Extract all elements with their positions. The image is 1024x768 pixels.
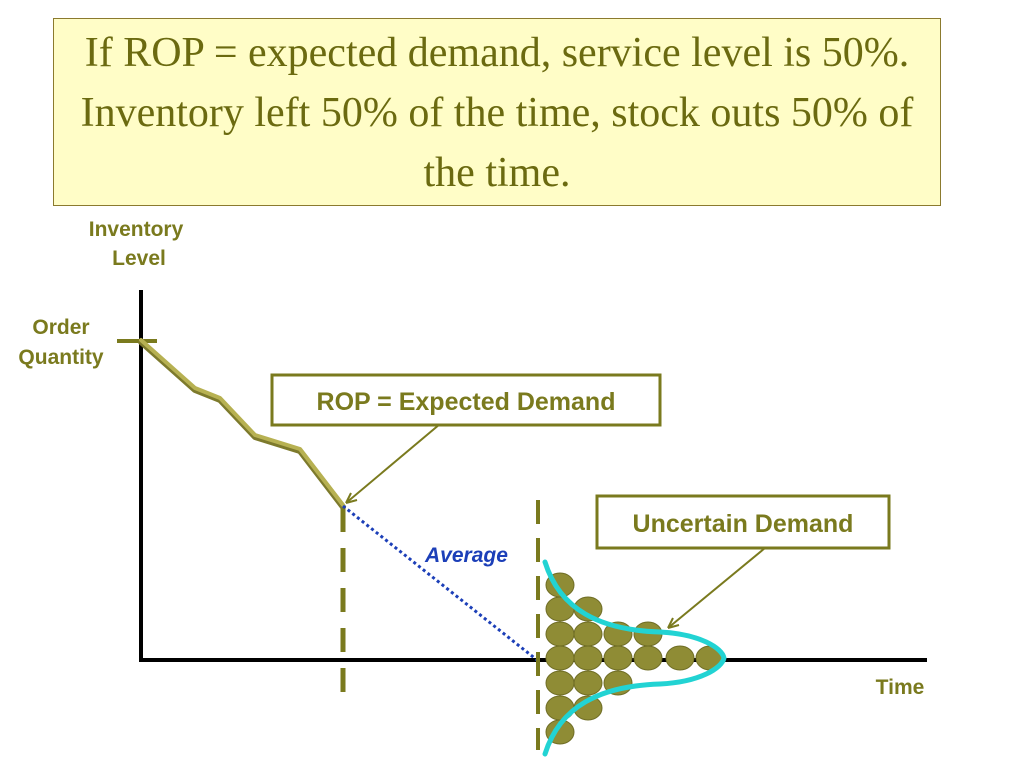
average-label: Average [424, 544, 508, 567]
uncertain-callout-arrowhead [667, 617, 680, 629]
dot [545, 645, 575, 671]
rop-callout-label: ROP = Expected Demand [317, 388, 616, 416]
demand-dots [545, 572, 725, 745]
inventory-line [139, 338, 345, 507]
y-axis-label-line1: Inventory [89, 218, 184, 241]
slide-title: If ROP = expected demand, service level … [80, 30, 914, 196]
order-quantity-label-line2: Quantity [18, 346, 103, 369]
y-axis-label-line2: Level [112, 247, 166, 270]
dot [573, 670, 603, 696]
average-line [342, 504, 538, 662]
dot [665, 645, 695, 671]
rop-callout-pointer [345, 423, 441, 504]
dot [573, 621, 603, 647]
dot [545, 670, 575, 696]
rop-callout-arrowhead [345, 492, 358, 504]
x-axis-label: Time [876, 676, 925, 699]
uncertain-callout-label: Uncertain Demand [633, 510, 854, 538]
dot [603, 645, 633, 671]
title-box: If ROP = expected demand, service level … [53, 18, 941, 206]
dot [545, 621, 575, 647]
dot [573, 645, 603, 671]
demand-distribution-curve [542, 559, 727, 757]
dot [633, 645, 663, 671]
order-quantity-label-line1: Order [32, 316, 89, 339]
uncertain-callout-pointer [667, 547, 766, 629]
rop-callout-box [270, 373, 662, 427]
uncertain-callout-box [595, 494, 891, 550]
